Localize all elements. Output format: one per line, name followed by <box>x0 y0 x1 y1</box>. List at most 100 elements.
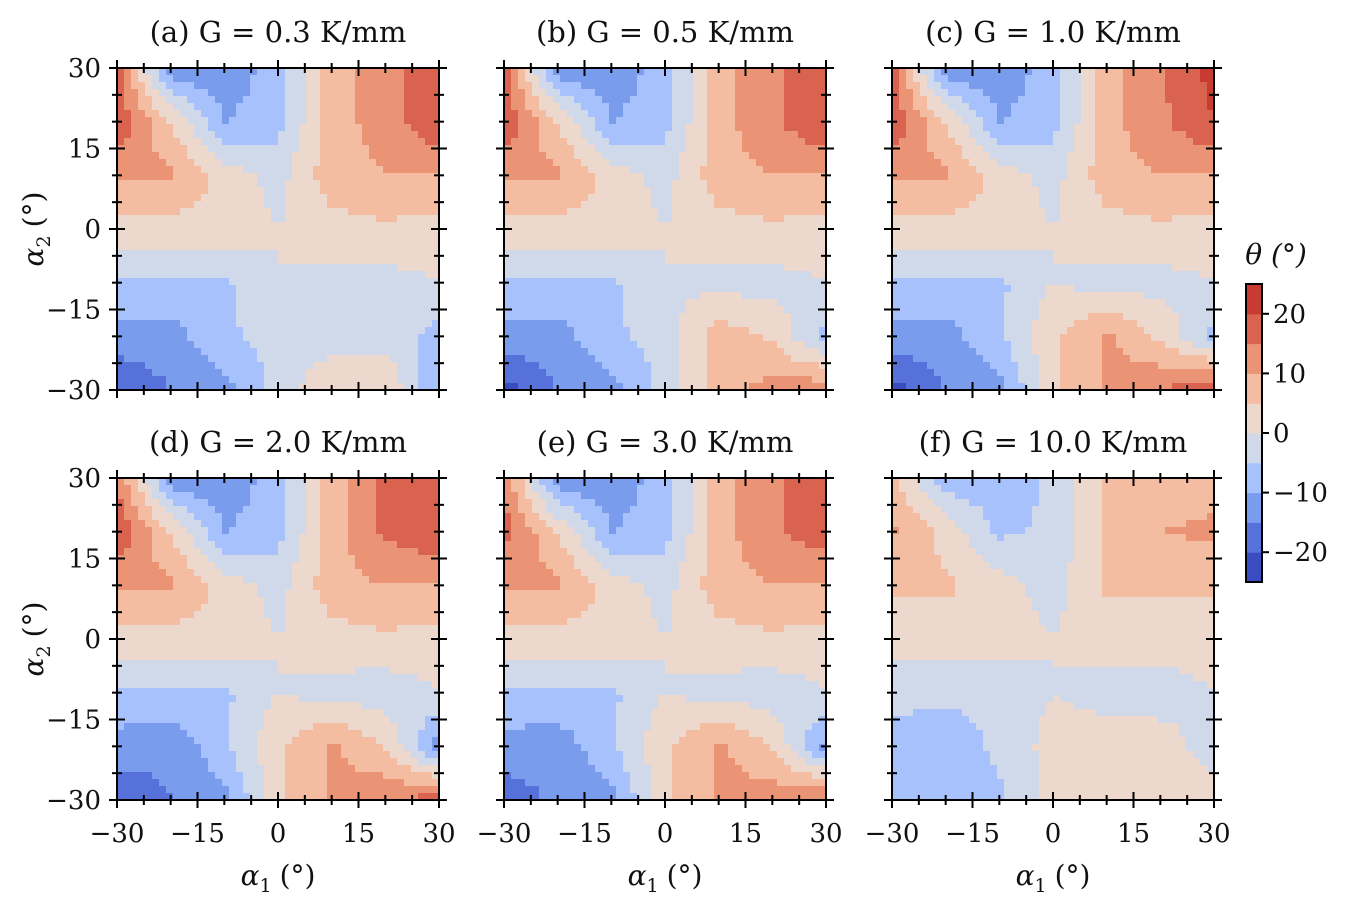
contour-cell <box>913 124 921 132</box>
contour-cell <box>327 152 335 160</box>
contour-cell <box>983 103 991 111</box>
contour-cell <box>425 236 433 244</box>
contour-cell <box>348 243 356 251</box>
contour-cell <box>180 222 188 230</box>
contour-cell <box>693 257 701 265</box>
contour-cell <box>574 117 582 125</box>
contour-cell <box>616 96 624 104</box>
contour-cell <box>637 327 645 335</box>
contour-cell <box>812 334 820 342</box>
contour-cell <box>362 138 370 146</box>
contour-cell <box>567 355 575 363</box>
contour-cell <box>983 173 991 181</box>
contour-cell <box>117 110 125 118</box>
contour-cell <box>553 278 561 286</box>
contour-cell <box>588 215 596 223</box>
contour-cell <box>721 187 729 195</box>
contour-cell <box>798 327 806 335</box>
contour-cell <box>595 117 603 125</box>
contour-cell <box>686 306 694 314</box>
contour-cell <box>658 362 666 370</box>
contour-cell <box>658 117 666 125</box>
contour-cell <box>145 320 153 328</box>
contour-cell <box>899 152 907 160</box>
contour-cell <box>574 348 582 356</box>
contour-cell <box>383 299 391 307</box>
contour-cell <box>327 341 335 349</box>
contour-cell <box>623 369 631 377</box>
contour-cell <box>588 278 596 286</box>
contour-cell <box>299 152 307 160</box>
contour-cell <box>334 257 342 265</box>
contour-cell <box>784 341 792 349</box>
contour-cell <box>271 89 279 97</box>
contour-cell <box>693 327 701 335</box>
contour-cell <box>504 159 512 167</box>
contour-cell <box>798 299 806 307</box>
contour-cell <box>913 166 921 174</box>
contour-cell <box>362 145 370 153</box>
contour-cell <box>208 355 216 363</box>
contour-cell <box>707 313 715 321</box>
contour-cell <box>784 243 792 251</box>
contour-cell <box>658 208 666 216</box>
contour-cell <box>236 117 244 125</box>
contour-cell <box>588 369 596 377</box>
contour-cell <box>532 236 540 244</box>
contour-cell <box>173 341 181 349</box>
contour-cell <box>1158 145 1166 153</box>
contour-cell <box>138 257 146 265</box>
contour-cell <box>1123 117 1131 125</box>
contour-cell <box>1004 166 1012 174</box>
contour-cell <box>411 355 419 363</box>
contour-cell <box>215 285 223 293</box>
contour-cell <box>376 145 384 153</box>
contour-cell <box>728 180 736 188</box>
contour-cell <box>749 166 757 174</box>
contour-cell <box>693 313 701 321</box>
contour-cell <box>411 166 419 174</box>
contour-cell <box>299 117 307 125</box>
contour-cell <box>518 229 526 237</box>
contour-cell <box>574 159 582 167</box>
contour-cell <box>180 124 188 132</box>
contour-cell <box>173 110 181 118</box>
contour-cell <box>707 152 715 160</box>
contour-cell <box>1116 131 1124 139</box>
contour-cell <box>348 138 356 146</box>
contour-cell <box>934 75 942 83</box>
contour-cell <box>306 313 314 321</box>
contour-cell <box>425 271 433 279</box>
contour-cell <box>355 173 363 181</box>
contour-cell <box>581 243 589 251</box>
contour-cell <box>222 257 230 265</box>
contour-cell <box>271 236 279 244</box>
contour-cell <box>173 208 181 216</box>
contour-cell <box>229 369 237 377</box>
contour-cell <box>355 152 363 160</box>
contour-cell <box>166 243 174 251</box>
contour-cell <box>243 306 251 314</box>
contour-cell <box>306 327 314 335</box>
contour-cell <box>341 341 349 349</box>
contour-cell <box>152 208 160 216</box>
contour-cell <box>805 117 813 125</box>
contour-cell <box>173 180 181 188</box>
contour-cell <box>700 278 708 286</box>
contour-cell <box>334 341 342 349</box>
contour-cell <box>623 306 631 314</box>
contour-cell <box>362 257 370 265</box>
contour-cell <box>236 383 244 390</box>
contour-cell <box>432 299 439 307</box>
contour-cell <box>749 334 757 342</box>
contour-cell <box>236 250 244 258</box>
contour-cell <box>756 341 764 349</box>
contour-cell <box>756 208 764 216</box>
contour-cell <box>602 278 610 286</box>
contour-cell <box>138 222 146 230</box>
contour-cell <box>735 271 743 279</box>
contour-cell <box>215 173 223 181</box>
contour-cell <box>152 201 160 209</box>
contour-cell <box>145 376 153 384</box>
contour-cell <box>735 103 743 111</box>
